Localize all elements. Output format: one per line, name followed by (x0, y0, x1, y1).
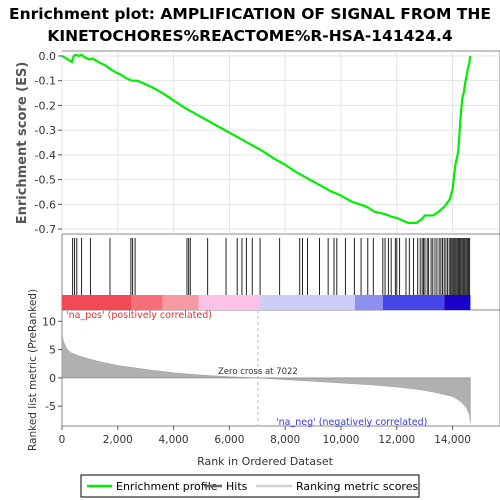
rank-colorbar (62, 295, 470, 310)
negative-correlation-label: 'na_neg' (negatively correlated) (276, 417, 427, 428)
colorbar-segment-7 (444, 295, 470, 310)
es-ytick-label-4: -0.4 (35, 149, 56, 162)
xtick-label-3: 6,000 (214, 434, 244, 446)
chart-legend: Enrichment profile Hits Ranking metric s… (81, 475, 419, 497)
metric-y-axis-label: Ranked list metric (PreRanked) (27, 289, 39, 451)
legend-label-hits: Hits (226, 480, 248, 493)
xtick-label-6: 12,000 (378, 434, 415, 446)
colorbar-segment-4 (260, 295, 355, 310)
xtick-label-7: 14,000 (434, 434, 471, 446)
es-ytick-label-2: -0.2 (35, 99, 56, 112)
xtick-label-1: 2,000 (103, 434, 133, 446)
es-ytick-label-7: -0.7 (35, 223, 56, 236)
colorbar-segment-1 (132, 295, 163, 310)
es-ytick-label-5: -0.5 (35, 174, 56, 187)
colorbar-segment-3 (199, 295, 260, 310)
metric-ytick-label-2: 0 (49, 372, 56, 385)
zero-cross-label: Zero cross at 7022 (218, 367, 298, 377)
colorbar-segment-0 (62, 295, 132, 310)
legend-label-ranking-metric: Ranking metric scores (296, 480, 418, 493)
metric-ytick-label-0: 10 (42, 315, 56, 328)
chart-title-line-1: Enrichment plot: AMPLIFICATION OF SIGNAL… (9, 5, 491, 23)
es-ytick-label-6: -0.6 (35, 198, 56, 211)
es-ytick-label-3: -0.3 (35, 124, 56, 137)
colorbar-segment-5 (355, 295, 383, 310)
es-ytick-label-1: -0.1 (35, 75, 56, 88)
metric-ytick-label-1: 5 (49, 344, 56, 357)
x-axis-label: Rank in Ordered Dataset (197, 455, 334, 468)
x-axis-ticks: 0 2,000 4,000 6,000 8,000 10,000 12,000 14,000 (59, 426, 471, 446)
es-y-axis-ticks: 0.0 -0.1 -0.2 -0.3 -0.4 -0.5 -0.6 -0.7 (35, 50, 62, 236)
es-ytick-label-0: 0.0 (39, 50, 57, 63)
es-y-axis-label: Enrichment score (ES) (15, 62, 30, 225)
xtick-label-5: 10,000 (323, 434, 360, 446)
xtick-label-4: 8,000 (270, 434, 300, 446)
legend-label-enrichment-profile: Enrichment profile (116, 480, 218, 493)
xtick-label-0: 0 (59, 434, 66, 446)
xtick-label-2: 4,000 (159, 434, 189, 446)
chart-title-line-2: KINETOCHORES%REACTOME%R-HSA-141424.4 (47, 27, 453, 45)
colorbar-segment-2 (162, 295, 198, 310)
positive-correlation-label: 'na_pos' (positively correlated) (66, 310, 212, 321)
metric-ytick-label-3: -5 (45, 400, 56, 413)
metric-y-axis-ticks: 10 5 0 -5 (42, 315, 62, 413)
colorbar-segment-6 (383, 295, 444, 310)
